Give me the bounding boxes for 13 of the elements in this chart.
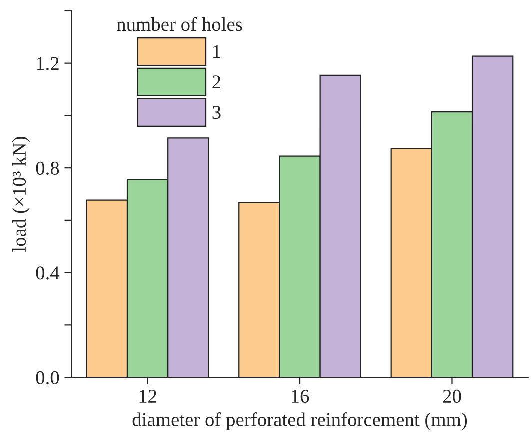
y-tick-label: 1.2 xyxy=(37,57,59,70)
x-tick-label: 20 xyxy=(443,390,462,404)
x-tick-label: 12 xyxy=(140,390,156,403)
y-tick-label: 0.4 xyxy=(36,266,60,280)
legend-label: 2 xyxy=(212,76,220,88)
x-axis-title: diameter of perforated reinforcement (mm) xyxy=(132,412,468,430)
x-tick-label: 16 xyxy=(292,390,310,404)
y-tick-label: 0.8 xyxy=(36,162,60,176)
y-tick-label: 0.0 xyxy=(36,371,60,385)
legend-title: number of holes xyxy=(117,17,242,32)
y-axis-title: load (×10³ kN) xyxy=(12,137,30,252)
legend-label: 1 xyxy=(214,45,220,58)
legend-label: 3 xyxy=(212,106,221,120)
